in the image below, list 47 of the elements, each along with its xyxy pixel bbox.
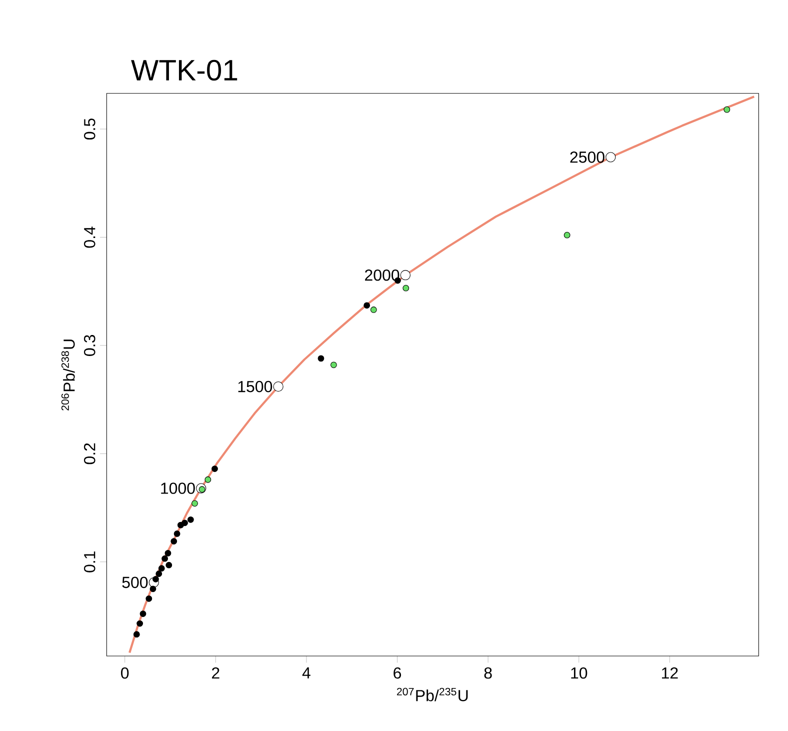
point	[158, 565, 165, 572]
point	[564, 232, 570, 238]
chart-title: WTK-01	[131, 60, 238, 81]
point	[724, 106, 730, 113]
x-tick-label: 10	[571, 668, 588, 679]
x-tick-label: 0	[121, 668, 129, 679]
point	[164, 550, 172, 557]
point	[170, 538, 178, 545]
annotation: 2500	[570, 152, 604, 163]
y-tick-label: 0.5	[84, 118, 96, 140]
point	[400, 270, 410, 280]
point	[162, 556, 168, 562]
point	[133, 631, 140, 638]
x-tick-label: 2	[212, 668, 220, 679]
point	[606, 152, 616, 162]
point	[174, 530, 180, 538]
point	[182, 520, 188, 526]
point	[402, 285, 410, 292]
point	[156, 570, 162, 578]
point	[370, 306, 377, 314]
y-tick-label: 0.2	[84, 444, 96, 464]
point	[192, 500, 198, 507]
point	[364, 302, 370, 309]
point	[330, 362, 337, 368]
annotation: 1000	[161, 482, 195, 494]
y-tick-label: 0.4	[84, 226, 96, 248]
point	[318, 355, 324, 362]
x-tick-label: 4	[302, 668, 310, 679]
x-tick-label: 12	[662, 668, 678, 679]
point	[150, 586, 156, 592]
y-tick-label: 0.1	[84, 552, 96, 573]
annotation: 1500	[238, 381, 272, 392]
y-axis-title: $^{206}$Pb/$^{238}$U	[61, 340, 75, 411]
point	[140, 610, 146, 618]
point	[273, 382, 284, 392]
x-tick-label: 6	[394, 668, 402, 679]
point	[166, 562, 172, 568]
point	[187, 516, 194, 524]
point	[212, 466, 218, 472]
y-tick-label: 0.3	[84, 335, 96, 356]
x-axis-title: $^{207}$Pb/$^{235}$U	[396, 688, 468, 702]
point	[136, 620, 144, 627]
point	[204, 476, 212, 483]
point	[146, 596, 152, 602]
annotation: 2000	[365, 270, 400, 281]
x-tick-label: 8	[484, 668, 492, 679]
annotation: 500	[122, 576, 148, 588]
